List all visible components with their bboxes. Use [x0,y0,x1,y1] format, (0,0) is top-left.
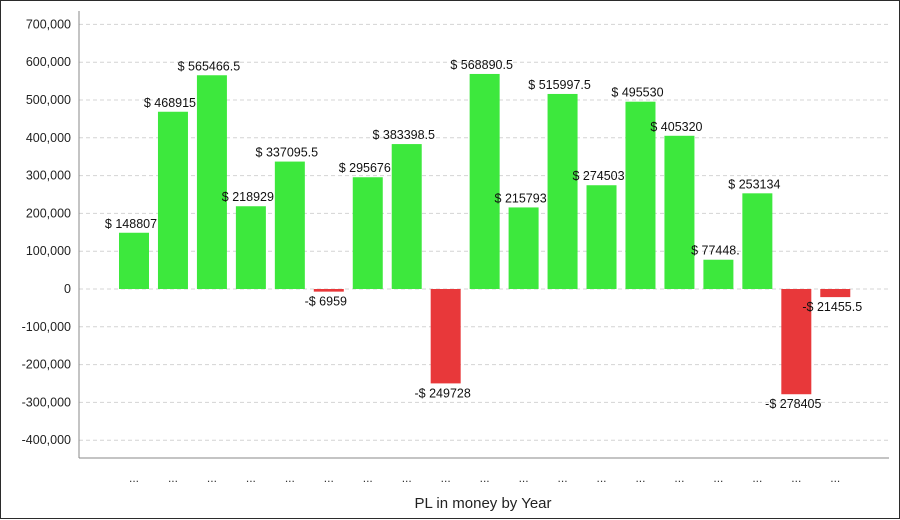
data-label: -$ 21455.5 [802,300,862,314]
x-category-labels: ........................................… [129,471,840,485]
data-label: $ 218929 [222,190,274,204]
bar-positive [625,101,656,289]
y-tick-label: 0 [64,282,71,296]
y-tick-label: 100,000 [26,244,71,258]
y-tick-label: -300,000 [22,395,71,409]
bar-positive [703,259,734,289]
data-label: $ 215793 [495,191,547,205]
y-tick-label: -400,000 [22,433,71,447]
bar-positive [352,177,383,289]
y-tick-label: 600,000 [26,55,71,69]
data-label: $ 515997.5 [528,78,591,92]
x-category-label: ... [402,471,412,485]
y-tick-label: 700,000 [26,17,71,31]
x-category-label: ... [207,471,217,485]
bar-positive [157,111,188,290]
y-tick-label: 200,000 [26,206,71,220]
x-category-label: ... [363,471,373,485]
bar-positive [586,185,617,289]
bar-positive [742,193,773,289]
bar-positive [119,232,149,289]
data-label: $ 77448. [691,244,740,258]
x-category-label: ... [713,471,723,485]
x-category-label: ... [285,471,295,485]
bar-negative [820,289,851,298]
data-label: $ 565466.5 [178,59,241,73]
x-category-label: ... [480,471,490,485]
data-label: -$ 249728 [415,386,471,400]
data-label: $ 253134 [728,177,780,191]
x-category-label: ... [830,471,840,485]
x-category-label: ... [441,471,451,485]
bar-negative [313,289,344,292]
axes [78,11,889,459]
x-category-label: ... [519,471,529,485]
data-label: $ 568890.5 [450,58,513,72]
bar-negative [781,289,812,395]
data-labels: $ 148807 $ 468915 $ 565466.5 $ 218929 $ 3370… [105,58,862,411]
x-category-label: ... [752,471,762,485]
y-tick-label: 500,000 [26,93,71,107]
x-category-label: ... [324,471,334,485]
y-tick-label: -100,000 [22,320,71,334]
data-label: $ 148807 [105,217,157,231]
data-label: $ 405320 [650,120,702,134]
bar-negative [430,289,461,384]
bar-positive [391,144,422,289]
bars [119,73,851,395]
bar-positive [508,207,539,289]
x-category-label: ... [129,471,139,485]
bar-positive [274,161,305,289]
x-category-label: ... [791,471,801,485]
data-label: $ 295676 [339,161,391,175]
data-label: $ 468915 [144,96,196,110]
x-category-label: ... [674,471,684,485]
bar-positive [469,73,500,290]
bar-positive [235,206,266,289]
y-tick-label: 300,000 [26,169,71,183]
data-label: $ 274503 [572,169,624,183]
x-category-label: ... [558,471,568,485]
x-category-label: ... [597,471,607,485]
data-label: $ 337095.5 [256,146,319,160]
bar-positive [664,135,695,289]
y-tick-labels: 700,000 600,000 500,000 400,000 300,000 200,0… [22,17,71,447]
bar-positive [196,75,227,289]
bar-positive [547,93,578,289]
x-axis-title: PL in money by Year [414,495,551,512]
x-category-label: ... [246,471,256,485]
y-tick-label: -200,000 [22,358,71,372]
x-category-label: ... [168,471,178,485]
data-label: $ 495530 [611,86,663,100]
data-label: -$ 6959 [305,295,347,309]
y-tick-label: 400,000 [26,131,71,145]
data-label: $ 383398.5 [372,128,435,142]
data-label: -$ 278405 [765,397,821,411]
x-category-label: ... [635,471,645,485]
